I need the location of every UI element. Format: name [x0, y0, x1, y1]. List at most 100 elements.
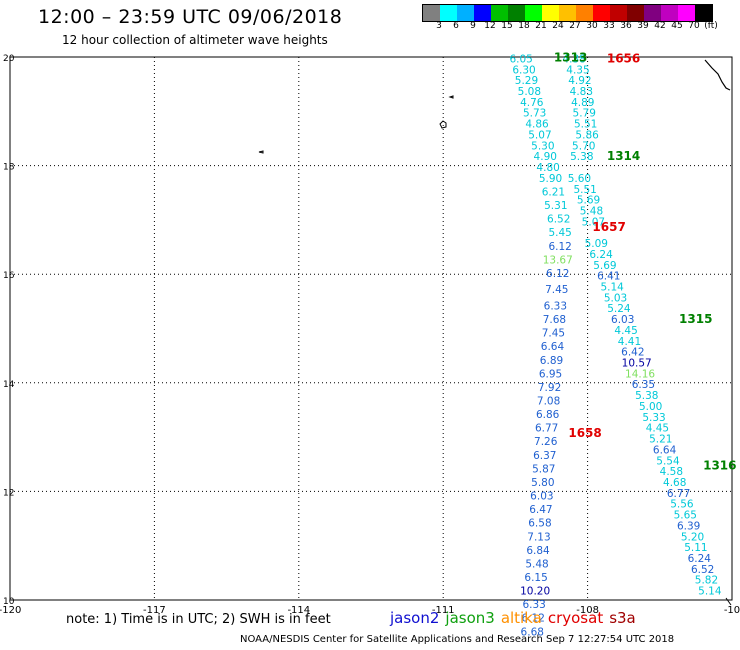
wave-height-value: 10.20 [520, 586, 550, 598]
x-tick-label: -114 [287, 605, 310, 616]
wave-height-value: 5.29 [515, 75, 538, 87]
wave-height-value: 6.33 [522, 599, 545, 611]
wave-height-value: 5.24 [607, 303, 631, 315]
satellite-legend: jason2 jason3 altika cryosat s3a [390, 609, 642, 627]
wave-height-value: 5.86 [575, 129, 599, 141]
wave-height-value: 5.51 [574, 119, 597, 131]
wave-height-value: 5.87 [532, 463, 555, 475]
colorbar-label: 24 [552, 21, 564, 31]
wave-height-value: 6.24 [589, 249, 613, 261]
wave-height-value: 5.07 [528, 129, 551, 141]
wave-height-value: 5.03 [604, 292, 627, 304]
wave-height-value: 4.83 [570, 86, 593, 98]
colorbar-swatch [678, 5, 695, 21]
x-tick-label: -117 [143, 605, 166, 616]
pass-time-label: 1316 [703, 459, 736, 473]
wave-height-value: 5.14 [698, 586, 722, 598]
wave-height-value: 7.45 [542, 328, 565, 340]
wave-height-value: 6.58 [528, 518, 551, 530]
coastline-shape [704, 59, 731, 91]
wave-height-value: 6.15 [524, 572, 547, 584]
wave-height-value: 4.76 [520, 97, 544, 109]
wave-height-value: 7.26 [534, 436, 558, 448]
wave-height-value: 4.90 [534, 151, 557, 163]
wave-height-value: 5.38 [635, 390, 658, 402]
y-tick-label: 10 [3, 597, 15, 607]
y-tick-label: 12 [3, 488, 14, 498]
wave-height-value: 5.38 [570, 151, 593, 163]
colorbar-label: 12 [484, 21, 496, 31]
wave-height-value: 7.13 [527, 531, 550, 543]
wave-height-value: 5.21 [649, 434, 672, 446]
wave-height-value: 4.38 [562, 53, 585, 65]
wave-height-value: 5.48 [525, 558, 548, 570]
x-tick-label: -111 [432, 605, 455, 616]
wave-height-value: 4.68 [663, 477, 686, 489]
coastline-shape [725, 597, 732, 606]
wave-height-value: 4.41 [618, 336, 641, 348]
pass-time-label: 1315 [679, 312, 712, 326]
wave-height-value: 6.64 [541, 341, 565, 353]
wave-height-value: 5.54 [656, 455, 680, 467]
wave-height-value: 6.03 [530, 491, 553, 503]
wave-height-value: 5.82 [695, 575, 718, 587]
wave-height-value: 4.80 [536, 162, 559, 174]
wave-height-value: 6.12 [546, 268, 569, 280]
wave-height-value: 6.64 [653, 444, 677, 456]
y-tick-label: 20 [3, 54, 15, 64]
island-shape [448, 95, 454, 99]
colorbar-label: 70 [688, 21, 700, 31]
legend-entry: jason3 [445, 609, 495, 627]
wave-height-value: 6.24 [688, 553, 712, 565]
colorbar-label: 6 [453, 21, 459, 31]
colorbar-label: 42 [654, 21, 666, 31]
wave-height-value: 6.68 [521, 626, 544, 638]
wave-height-value: 5.73 [523, 108, 546, 120]
legend-entry: altika [500, 609, 542, 627]
wave-height-value: 6.77 [535, 423, 558, 435]
wave-height-value: 6.33 [544, 300, 567, 312]
x-tick-label: -120 [0, 605, 21, 616]
wave-height-value: 4.45 [646, 423, 669, 435]
wave-height-value: 6.12 [522, 613, 545, 625]
colorbar-swatch [559, 5, 576, 21]
colorbar-swatch [695, 5, 712, 21]
wave-height-value: 6.86 [536, 409, 560, 421]
colorbar-swatch [627, 5, 644, 21]
colorbar-label: 27 [569, 21, 581, 31]
colorbar-label: 33 [603, 21, 615, 31]
wave-height-value: 5.00 [639, 401, 662, 413]
wave-height-value: 4.58 [660, 466, 683, 478]
colorbar-swatch [508, 5, 525, 21]
colorbar-label: 21 [535, 21, 547, 31]
colorbar-label: 30 [586, 21, 598, 31]
wave-height-value: 6.95 [539, 368, 562, 380]
map-subtitle: 12 hour collection of altimeter wave hei… [62, 33, 328, 47]
colorbar-swatch [542, 5, 559, 21]
pass-time-label: 1656 [607, 51, 640, 65]
colorbar-swatch [423, 5, 440, 21]
wave-height-value: 7.68 [543, 314, 566, 326]
wave-height-value: 7.08 [537, 396, 560, 408]
wave-height-value: 5.80 [531, 477, 554, 489]
wave-height-value: 6.42 [621, 347, 644, 359]
wave-height-value: 5.60 [568, 173, 591, 185]
wave-height-value: 6.41 [597, 271, 620, 283]
colorbar-swatch [644, 5, 661, 21]
wave-height-value: 6.47 [529, 504, 552, 516]
wave-height-value: 4.92 [568, 75, 591, 87]
colorbar-label: 18 [518, 21, 530, 31]
colorbar-swatch [576, 5, 593, 21]
legend-entry: s3a [609, 609, 636, 627]
credit-line: NOAA/NESDIS Center for Satellite Applica… [240, 634, 675, 645]
pass-time-label: 1657 [592, 220, 625, 234]
colorbar-label: 45 [671, 21, 683, 31]
colorbar-swatch [661, 5, 678, 21]
wave-height-value: 6.89 [540, 355, 563, 367]
colorbar-swatch [474, 5, 491, 21]
wave-height-value: 5.69 [593, 260, 616, 272]
colorbar-swatch [440, 5, 457, 21]
wave-height-value: 5.70 [572, 140, 595, 152]
wave-height-value: 6.30 [512, 64, 535, 76]
